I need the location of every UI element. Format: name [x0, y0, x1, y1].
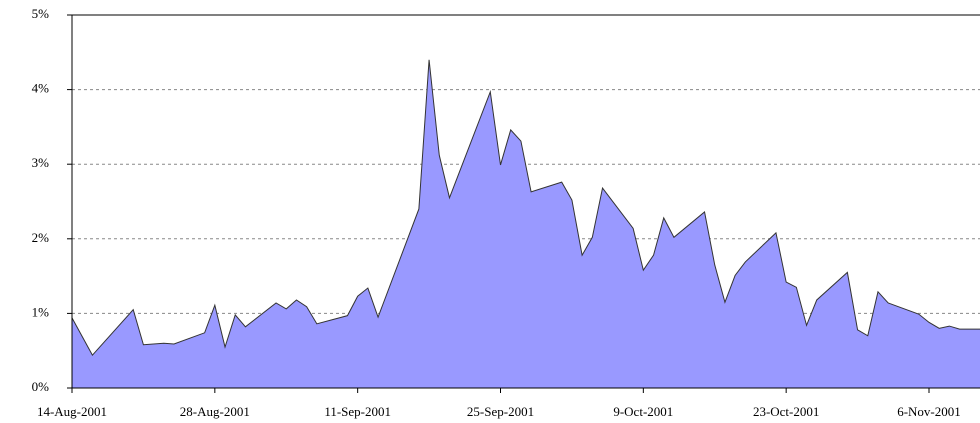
x-tick-label: 28-Aug-2001: [180, 404, 250, 419]
x-tick-label: 14-Aug-2001: [37, 404, 107, 419]
area-outline: [71, 59, 980, 357]
y-tick-label: 4%: [32, 81, 50, 96]
y-tick-label: 1%: [32, 304, 50, 319]
y-tick-label: 0%: [32, 379, 50, 394]
y-tick-label: 3%: [32, 155, 50, 170]
x-tick-label: 6-Nov-2001: [897, 404, 961, 419]
x-tick-label: 11-Sep-2001: [324, 404, 391, 419]
x-tick-label: 9-Oct-2001: [613, 404, 673, 419]
x-tick-label: 25-Sep-2001: [467, 404, 534, 419]
y-tick-label: 5%: [32, 6, 50, 21]
x-tick-label: 23-Oct-2001: [753, 404, 819, 419]
area: [72, 59, 980, 388]
y-tick-label: 2%: [32, 230, 50, 245]
